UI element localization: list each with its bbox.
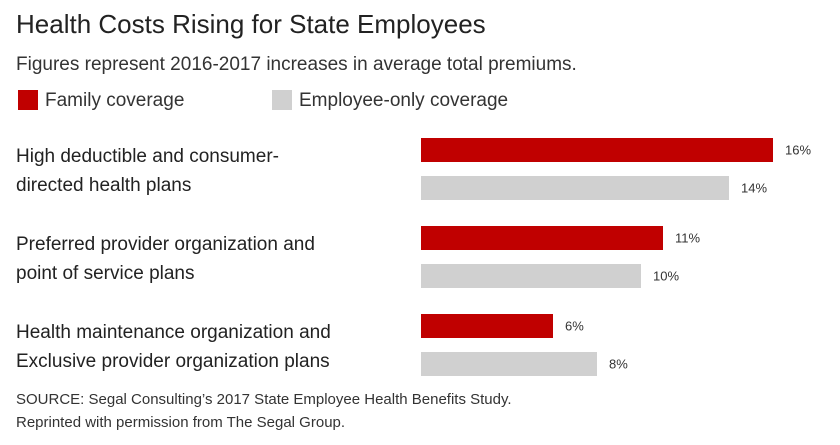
bar bbox=[421, 138, 773, 162]
bar bbox=[421, 314, 553, 338]
bar bbox=[421, 176, 729, 200]
chart-title: Health Costs Rising for State Employees bbox=[16, 9, 486, 39]
legend-swatch bbox=[272, 90, 292, 110]
value-label: 14% bbox=[741, 180, 767, 195]
source-note: SOURCE: Segal Consulting’s 2017 State Em… bbox=[16, 391, 512, 408]
source-note: Reprinted with permission from The Segal… bbox=[16, 414, 345, 431]
value-label: 11% bbox=[675, 230, 700, 245]
category-label: point of service plans bbox=[16, 263, 195, 284]
value-label: 16% bbox=[785, 142, 811, 157]
bar bbox=[421, 352, 597, 376]
chart-subtitle: Figures represent 2016-2017 increases in… bbox=[16, 54, 577, 75]
bar bbox=[421, 264, 641, 288]
category-label: directed health plans bbox=[16, 175, 191, 196]
value-label: 8% bbox=[609, 356, 628, 371]
legend-label: Employee-only coverage bbox=[299, 90, 508, 111]
category-label: Health maintenance organization and bbox=[16, 322, 331, 343]
legend-swatch bbox=[18, 90, 38, 110]
bar bbox=[421, 226, 663, 250]
category-label: Exclusive provider organization plans bbox=[16, 351, 330, 372]
legend-label: Family coverage bbox=[45, 90, 184, 111]
category-label: High deductible and consumer- bbox=[16, 146, 279, 167]
category-label: Preferred provider organization and bbox=[16, 234, 315, 255]
value-label: 6% bbox=[565, 318, 584, 333]
value-label: 10% bbox=[653, 268, 679, 283]
